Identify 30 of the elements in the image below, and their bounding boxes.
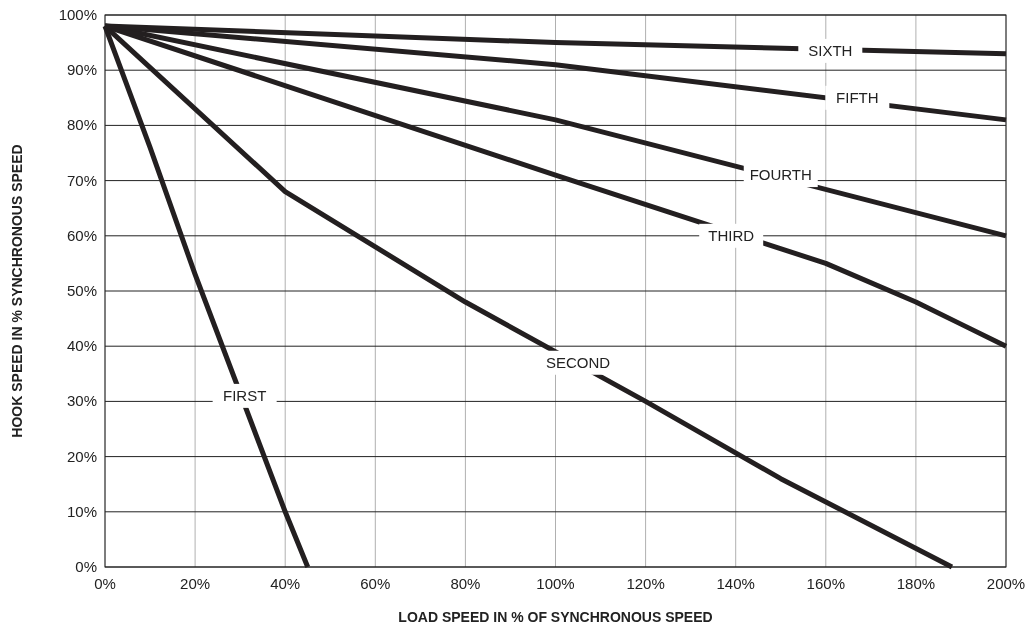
x-axis-title: LOAD SPEED IN % OF SYNCHRONOUS SPEED: [398, 609, 713, 625]
annotation: SIXTH: [808, 41, 853, 59]
x-tick-label: 20%: [180, 575, 211, 592]
x-tick-label: 160%: [806, 575, 845, 592]
x-tick-label: 140%: [716, 575, 755, 592]
x-tick-label: 0%: [94, 575, 116, 592]
x-tick-label: 60%: [360, 575, 391, 592]
y-tick-label: 50%: [66, 282, 97, 299]
x-tick-label: 200%: [986, 575, 1026, 592]
x-tick-label: 100%: [536, 575, 575, 592]
y-tick-label: 30%: [66, 392, 97, 410]
y-tick-label: 90%: [66, 61, 97, 79]
y-tick-label: 80%: [66, 116, 97, 134]
x-tick-label: 80%: [450, 575, 481, 592]
annotation: FIFTH: [836, 88, 879, 106]
annotation: FOURTH: [749, 166, 812, 184]
y-axis-title: HOOK SPEED IN % SYNCHRONOUS SPEED: [9, 144, 25, 438]
y-tick-label: 20%: [66, 447, 97, 465]
y-tick-label: 0%: [75, 558, 97, 575]
x-tick-label: 180%: [896, 575, 936, 592]
y-tick-label: 40%: [66, 337, 97, 355]
annotation: THIRD: [708, 226, 755, 244]
x-tick-label: 120%: [626, 575, 665, 592]
y-tick-label: 10%: [66, 502, 97, 520]
annotation: SECOND: [545, 353, 611, 371]
y-tick-label: 100%: [58, 6, 97, 23]
y-tick-label: 60%: [66, 226, 97, 244]
annotation: FIRST: [222, 386, 267, 404]
y-tick-label: 70%: [66, 171, 97, 189]
x-tick-label: 40%: [270, 575, 301, 592]
